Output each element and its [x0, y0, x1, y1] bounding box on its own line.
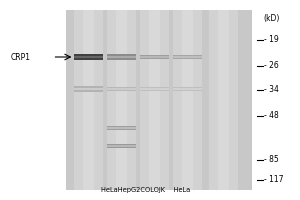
Bar	[74, 54, 103, 60]
Bar	[149, 10, 160, 190]
Text: - 34: - 34	[264, 85, 279, 94]
Bar	[74, 88, 103, 90]
Text: (kD): (kD)	[263, 14, 280, 22]
Bar	[107, 127, 136, 129]
Bar	[74, 86, 103, 92]
Bar	[74, 56, 103, 58]
Bar	[173, 56, 202, 58]
Bar	[107, 56, 136, 58]
Bar	[116, 10, 127, 190]
Bar	[218, 10, 229, 190]
Bar	[83, 10, 94, 190]
Text: - 85: - 85	[264, 156, 279, 164]
Bar	[107, 87, 136, 91]
Bar	[140, 87, 169, 91]
Bar	[140, 88, 169, 90]
Text: HeLaHepG2COLOJK    HeLa: HeLaHepG2COLOJK HeLa	[101, 187, 190, 193]
Text: CRP1: CRP1	[11, 52, 31, 62]
Bar	[173, 10, 202, 190]
Bar	[107, 144, 136, 148]
Bar	[107, 126, 136, 130]
Text: - 26: - 26	[264, 62, 279, 71]
Text: - 19: - 19	[264, 36, 279, 45]
Bar	[107, 10, 136, 190]
Bar	[107, 54, 136, 60]
Text: - 117: - 117	[264, 176, 284, 184]
Bar	[140, 55, 169, 59]
Text: - 48: - 48	[264, 112, 279, 120]
Bar	[182, 10, 193, 190]
Bar	[66, 10, 252, 190]
Bar	[173, 55, 202, 59]
Bar	[107, 145, 136, 147]
Bar	[173, 88, 202, 90]
Bar	[140, 56, 169, 58]
Bar	[209, 10, 238, 190]
Bar	[140, 10, 169, 190]
Bar	[107, 88, 136, 90]
Bar	[173, 87, 202, 91]
Bar	[74, 10, 103, 190]
